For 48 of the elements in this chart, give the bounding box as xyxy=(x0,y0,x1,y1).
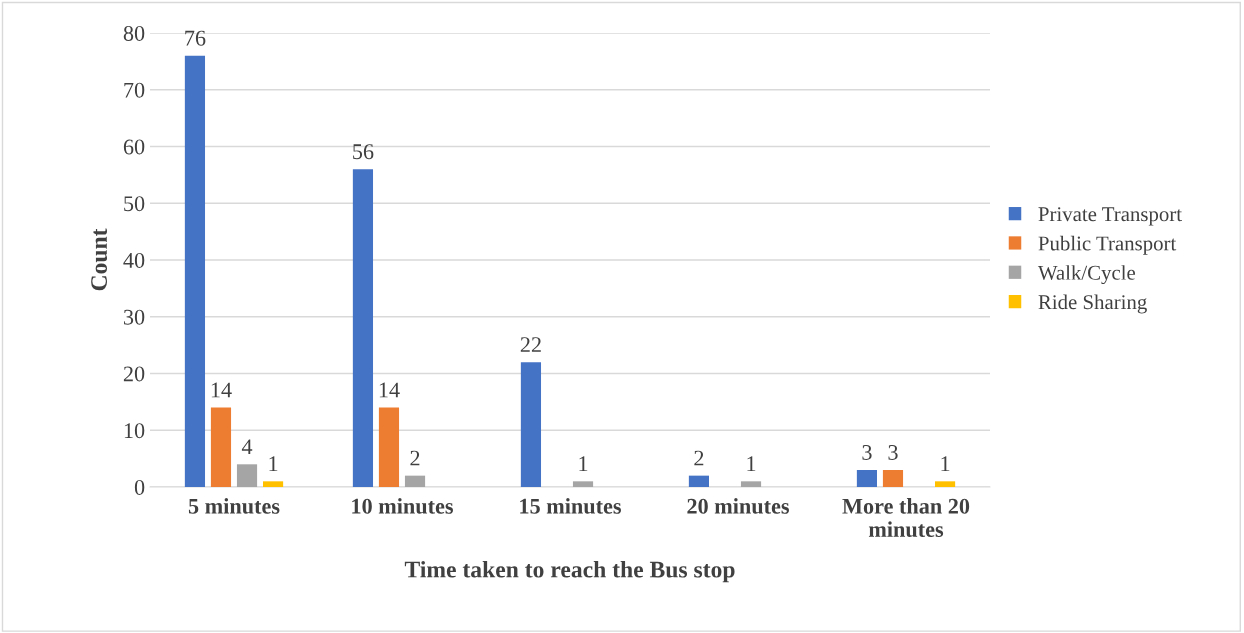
bar xyxy=(184,55,206,487)
y-tick-label: 20 xyxy=(123,366,145,382)
bar xyxy=(210,407,232,487)
x-tick-label: 15 minutes xyxy=(520,498,621,514)
x-tick-label: 5 minutes xyxy=(188,498,280,514)
data-label: 76 xyxy=(185,30,206,46)
legend-label: Walk/Cycle xyxy=(1037,265,1136,285)
y-tick-label: 50 xyxy=(124,196,145,212)
bar xyxy=(740,481,762,487)
data-label: 1 xyxy=(747,456,756,472)
y-tick-label: 80 xyxy=(123,25,145,41)
data-label: 3 xyxy=(888,444,898,460)
data-label: 2 xyxy=(410,450,420,466)
data-label: 14 xyxy=(379,382,400,398)
bar xyxy=(934,481,956,487)
bar xyxy=(520,362,542,487)
bar xyxy=(262,481,284,487)
y-tick-label: 70 xyxy=(124,82,145,98)
data-label: 1 xyxy=(579,456,588,472)
y-tick-label: 60 xyxy=(123,139,145,155)
data-label: 14 xyxy=(211,382,232,398)
data-label: 1 xyxy=(941,456,950,472)
data-label: 1 xyxy=(269,456,278,472)
y-axis-title: Count xyxy=(91,228,108,291)
data-label: 2 xyxy=(694,450,704,466)
y-tick-label: 10 xyxy=(124,423,145,439)
y-tick-label: 0 xyxy=(134,479,145,495)
data-label: 3 xyxy=(862,444,872,460)
legend-label: Public Transport xyxy=(1038,235,1177,255)
bar xyxy=(572,481,594,487)
y-tick-label: 30 xyxy=(123,309,145,325)
data-label: 56 xyxy=(353,144,374,160)
bar xyxy=(688,475,710,487)
bar xyxy=(352,169,374,487)
data-label: 22 xyxy=(520,337,541,352)
bar xyxy=(882,469,904,487)
x-axis-title: Time taken to reach the Bus stop xyxy=(404,560,735,583)
bar xyxy=(856,469,878,487)
bar xyxy=(378,407,400,487)
x-tick-label: More than 20 minutes xyxy=(842,498,970,538)
legend-label: Ride Sharing xyxy=(1038,294,1147,314)
x-tick-label: 20 minutes xyxy=(687,498,789,514)
y-tick-label: 40 xyxy=(123,252,145,268)
bar xyxy=(404,475,426,487)
x-tick-label: 10 minutes xyxy=(352,498,453,514)
data-label: 4 xyxy=(241,439,253,455)
bar xyxy=(236,464,258,487)
legend-label: Private Transport xyxy=(1038,207,1182,226)
